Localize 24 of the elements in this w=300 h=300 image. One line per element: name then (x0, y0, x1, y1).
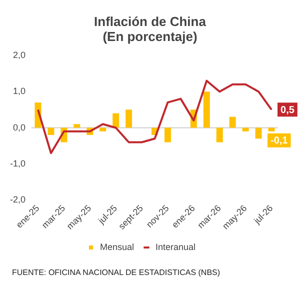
data-label: 0,5 (280, 104, 295, 116)
legend-label: Interanual (155, 242, 196, 252)
bar (112, 113, 120, 128)
y-tick-label: 0,0 (12, 122, 26, 132)
bar (126, 110, 132, 128)
bar (74, 124, 80, 128)
y-tick-label: -2,0 (10, 194, 26, 205)
y-tick-label: 1,0 (12, 86, 26, 96)
chart-title: Inflación de China (93, 14, 207, 29)
bar (164, 128, 171, 142)
bar (203, 92, 210, 128)
bar (242, 128, 249, 132)
bar (100, 128, 106, 132)
bar (48, 128, 54, 136)
y-tick-label: 2,0 (12, 50, 26, 60)
y-tick-label: -1,0 (10, 158, 26, 168)
chart-subtitle: (En porcentaje) (102, 29, 198, 44)
source-note: FUENTE: OFICINA NACIONAL DE ESTADISTICAS (NBS) (12, 268, 222, 277)
bar (255, 128, 262, 139)
bar (216, 128, 223, 142)
legend-label: Mensual (100, 242, 134, 252)
bar (229, 116, 236, 128)
bar (268, 128, 275, 132)
data-label: -0,1 (270, 136, 288, 147)
